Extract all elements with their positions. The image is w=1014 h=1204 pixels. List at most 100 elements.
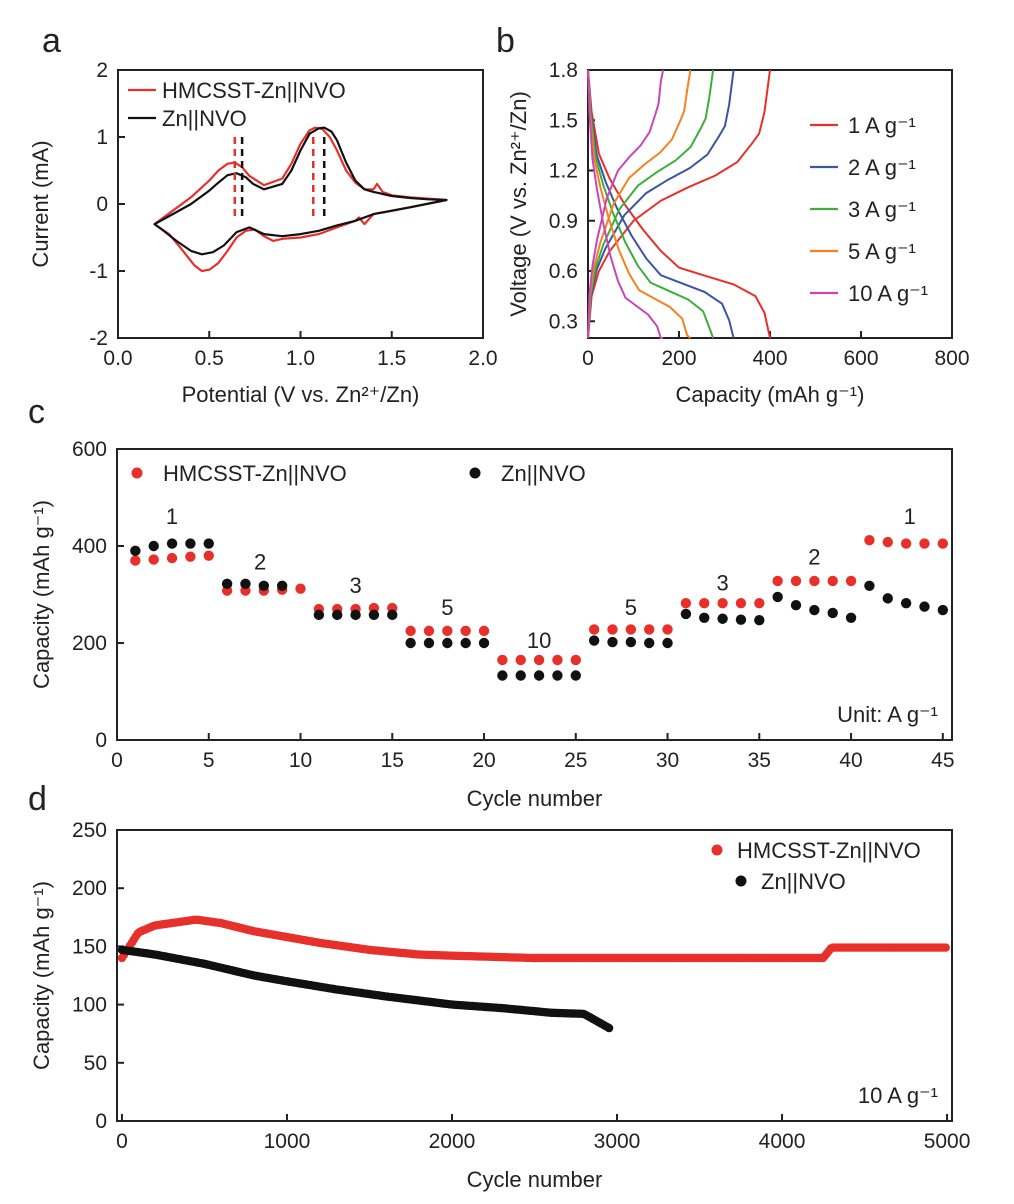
data-point — [478, 625, 490, 637]
data-point — [313, 609, 325, 621]
data-point — [203, 550, 214, 561]
y-tick-label: -2 — [89, 327, 108, 350]
y-tick-label: 400 — [72, 535, 107, 558]
legend-label: HMCSST-Zn||NVO — [163, 461, 347, 486]
x-tick-label: 3000 — [594, 1130, 641, 1153]
x-tick-label: 200 — [661, 347, 696, 370]
y-tick-label: 200 — [72, 877, 107, 900]
y-tick-label: 150 — [72, 935, 107, 958]
data-point — [680, 598, 692, 609]
data-point — [662, 637, 673, 649]
data-point — [680, 608, 692, 620]
y-axis-label: Capacity (mAh g⁻¹) — [29, 500, 54, 689]
charge-curve — [587, 69, 692, 339]
panel-label-a: a — [42, 22, 61, 60]
rate-label: 1 — [904, 504, 916, 529]
y-tick-label: 200 — [72, 632, 107, 655]
data-point — [515, 670, 526, 681]
x-tick-label: 400 — [752, 347, 787, 370]
data-point — [570, 670, 581, 681]
data-point — [754, 598, 765, 609]
legend-label: 5 A g⁻¹ — [848, 239, 916, 264]
y-tick-label: 1.2 — [549, 160, 578, 183]
y-axis-label: Voltage (V vs. Zn²⁺/Zn) — [506, 91, 531, 317]
data-point — [478, 637, 490, 649]
data-point — [515, 654, 526, 666]
y-tick-label: 100 — [72, 994, 107, 1017]
data-point — [552, 654, 563, 666]
data-point — [900, 598, 912, 609]
data-point — [533, 654, 545, 666]
data-point — [754, 615, 765, 626]
panel-label-d: d — [28, 780, 47, 818]
panel-a-cv-curves: 0.0 0.5 1.0 1.5 2.0 -2 -1 0 1 2 Potential (V vs. Z… — [28, 59, 498, 407]
data-point — [460, 637, 471, 649]
data-point — [790, 575, 802, 587]
x-axis-label: Cycle number — [467, 1167, 603, 1192]
y-axis-label: Capacity (mAh g⁻¹) — [29, 881, 54, 1070]
rate-label: 3 — [716, 571, 728, 596]
legend-marker — [469, 467, 481, 479]
data-point — [772, 591, 783, 603]
x-tick-label: 2.0 — [468, 347, 497, 370]
data-point — [221, 578, 233, 590]
data-point — [699, 612, 710, 623]
x-tick-label: 600 — [843, 347, 878, 370]
y-tick-label: 0.9 — [549, 210, 578, 233]
data-point — [882, 536, 893, 548]
y-tick-label: 0 — [95, 729, 107, 752]
y-tick-label: 0 — [96, 193, 108, 216]
data-point — [148, 554, 159, 565]
y-axis-label: Current (mA) — [28, 140, 53, 267]
rate-label: 3 — [349, 573, 361, 598]
data-point — [442, 637, 453, 649]
y-tick-label: 0.6 — [549, 260, 578, 283]
data-point — [185, 538, 196, 549]
legend-marker — [735, 875, 747, 887]
x-tick-label: 30 — [656, 749, 679, 772]
data-point — [882, 593, 893, 604]
x-axis-label: Cycle number — [467, 786, 603, 811]
data-point — [423, 637, 435, 649]
data-point — [643, 624, 655, 635]
data-point — [350, 609, 361, 621]
data-point — [295, 583, 306, 594]
data-point — [827, 607, 838, 619]
data-point — [588, 624, 600, 635]
data-point — [717, 613, 728, 624]
y-tick-label: 600 — [72, 438, 107, 461]
data-point — [699, 598, 710, 609]
data-point — [240, 578, 251, 590]
data-point — [405, 625, 416, 637]
charge-curve — [587, 69, 715, 339]
data-point — [130, 545, 141, 557]
discharge-curve — [587, 69, 715, 339]
data-point — [423, 625, 435, 637]
plot-frame — [116, 829, 953, 1122]
discharge-curve — [587, 69, 771, 339]
x-tick-label: 800 — [934, 347, 969, 370]
unit-annotation: Unit: A g⁻¹ — [837, 702, 938, 727]
legend-label: Zn||NVO — [501, 461, 586, 486]
panel-b-charge-discharge: 0 200 400 600 800 0.3 0.6 0.9 1.2 1.5 1.8 Capacity … — [506, 59, 970, 407]
x-axis-label: Potential (V vs. Zn²⁺/Zn) — [182, 382, 420, 407]
y-tick-label: 0 — [95, 1110, 107, 1133]
legend-label: Zn||NVO — [761, 869, 846, 894]
y-tick-label: 250 — [72, 819, 107, 842]
data-point — [937, 538, 949, 549]
panel-label-c: c — [28, 393, 45, 431]
discharge-curve — [587, 69, 664, 339]
data-point — [497, 670, 508, 681]
x-tick-label: 4000 — [759, 1130, 806, 1153]
data-point — [387, 609, 398, 621]
data-point — [332, 609, 343, 621]
rate-label: 5 — [625, 595, 637, 620]
data-point — [166, 552, 178, 564]
charge-curve — [587, 69, 665, 339]
y-tick-label: 2 — [96, 59, 108, 82]
data-point — [442, 625, 453, 637]
rate-label: 5 — [441, 595, 453, 620]
x-tick-label: 0 — [582, 347, 594, 370]
y-tick-label: 1 — [96, 126, 108, 149]
